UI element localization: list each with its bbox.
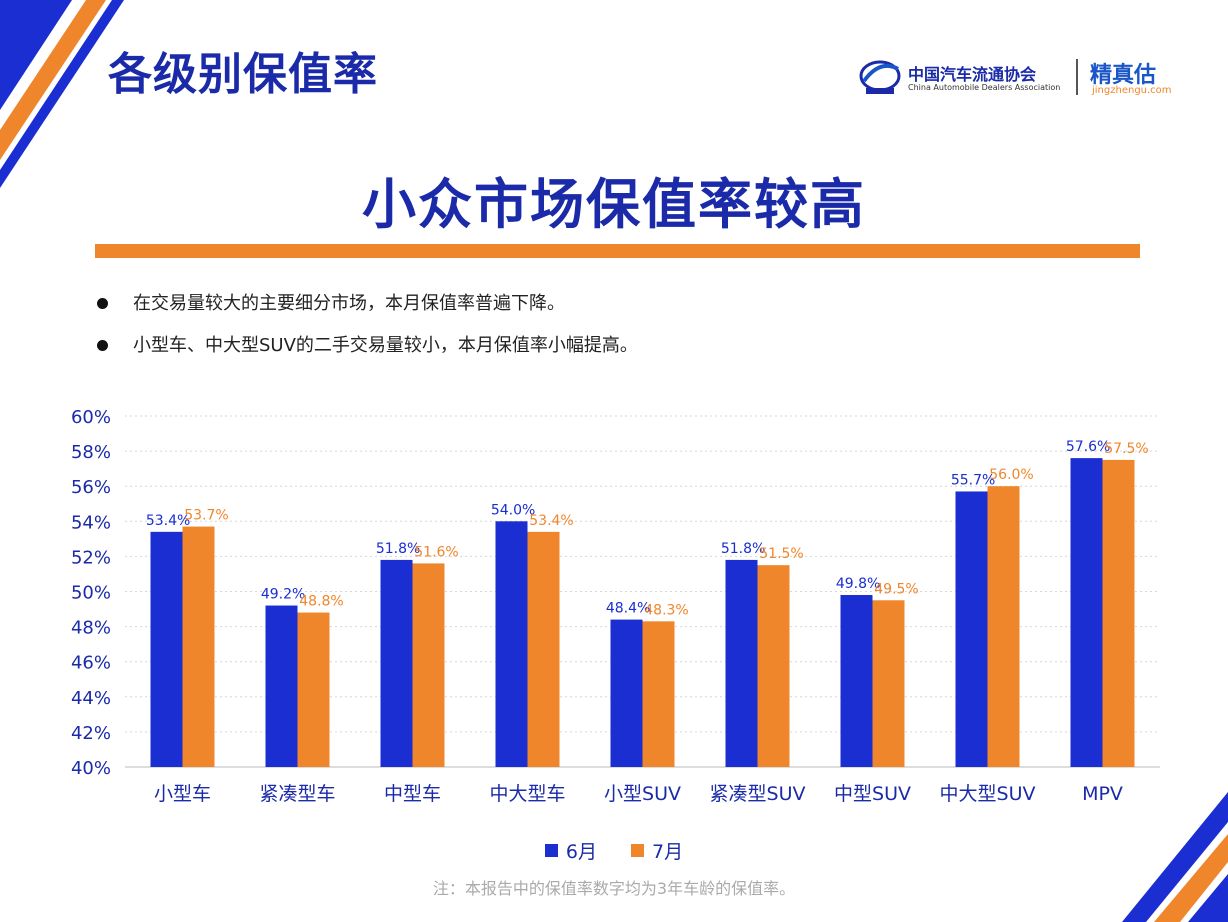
x-tick-label: 中型SUV	[834, 783, 911, 805]
data-label: 57.6%	[1066, 439, 1110, 455]
y-tick-label: 56%	[71, 477, 111, 498]
bar-june	[265, 605, 298, 767]
bar-july	[412, 563, 445, 767]
bar-july	[642, 621, 675, 767]
x-tick-label: 紧凑型车	[259, 783, 335, 805]
bullet-text: 小型车、中大型SUV的二手交易量较小，本月保值率小幅提高。	[133, 335, 638, 356]
legend-label-june: 6月	[565, 841, 597, 863]
bullet-dot-icon	[97, 340, 108, 351]
bullet-dot-icon	[97, 298, 108, 309]
corner-stripe-decoration	[0, 0, 124, 188]
x-tick-label: 中型车	[384, 783, 441, 805]
legend-swatch-june	[544, 844, 558, 857]
data-label: 51.5%	[759, 546, 803, 562]
data-label: 57.5%	[1104, 441, 1148, 457]
data-label: 51.8%	[721, 541, 765, 557]
data-label: 53.4%	[529, 513, 573, 529]
y-tick-label: 44%	[71, 688, 111, 709]
data-label: 48.3%	[644, 602, 688, 618]
header-logos: 中国汽车流通协会 China Automobile Dealers Associ…	[858, 55, 1188, 103]
org-name-en: China Automobile Dealers Association	[908, 83, 1061, 92]
bar-june	[610, 619, 643, 767]
bullet-text: 在交易量较大的主要细分市场，本月保值率普遍下降。	[133, 293, 565, 314]
x-tick-label: 中大型SUV	[940, 783, 1036, 805]
data-label: 53.7%	[184, 508, 228, 524]
cada-logo-icon	[859, 60, 901, 94]
y-tick-label: 50%	[71, 583, 111, 604]
y-tick-label: 42%	[71, 723, 111, 744]
bullet-item: 在交易量较大的主要细分市场，本月保值率普遍下降。	[95, 285, 638, 327]
bar-june	[380, 559, 413, 767]
x-tick-label: 小型车	[154, 783, 211, 805]
data-label: 55.7%	[951, 472, 995, 488]
bar-june	[495, 521, 528, 767]
brand-name: 精真估	[1090, 63, 1157, 88]
bar-july	[987, 486, 1020, 767]
headline: 小众市场保值率较高	[362, 173, 866, 236]
data-label: 54.0%	[491, 502, 535, 518]
bar-june	[840, 595, 873, 767]
bar-june	[150, 531, 183, 767]
org-name-cn: 中国汽车流通协会	[908, 65, 1037, 84]
bar-july	[182, 526, 215, 767]
data-label: 53.4%	[146, 513, 190, 529]
y-tick-label: 58%	[71, 442, 111, 463]
x-tick-label: 小型SUV	[604, 783, 681, 805]
x-tick-label: MPV	[1082, 783, 1123, 805]
legend-item-july: 7月	[631, 837, 683, 864]
bar-chart: 40%42%44%46%48%50%52%54%56%58%60%53.4%53…	[71, 407, 1160, 805]
data-label: 51.8%	[376, 541, 420, 557]
bar-july	[757, 565, 790, 767]
y-tick-label: 40%	[71, 758, 111, 779]
data-label: 49.8%	[836, 576, 880, 592]
y-tick-label: 60%	[71, 407, 111, 428]
x-tick-label: 中大型车	[489, 783, 565, 805]
logo-divider	[1076, 59, 1078, 95]
bar-june	[725, 559, 758, 767]
legend-label-july: 7月	[652, 841, 684, 863]
bullet-list: 在交易量较大的主要细分市场，本月保值率普遍下降。 小型车、中大型SUV的二手交易…	[95, 285, 638, 369]
orange-divider	[95, 244, 1140, 258]
data-label: 48.4%	[606, 601, 650, 617]
footnote: 注：本报告中的保值率数字均为3年车龄的保值率。	[432, 879, 796, 898]
legend-swatch-july	[631, 844, 645, 857]
y-tick-label: 54%	[71, 512, 111, 533]
data-label: 51.6%	[414, 544, 458, 560]
bullet-item: 小型车、中大型SUV的二手交易量较小，本月保值率小幅提高。	[95, 327, 638, 369]
y-tick-label: 48%	[71, 618, 111, 639]
brand-url: jingzhengu.com	[1092, 85, 1172, 96]
data-label: 48.8%	[299, 594, 343, 610]
bar-july	[527, 531, 560, 767]
data-label: 49.5%	[874, 581, 918, 597]
bar-july	[872, 600, 905, 767]
bar-june	[955, 491, 988, 767]
bar-july	[297, 612, 330, 767]
y-tick-label: 52%	[71, 547, 111, 568]
y-tick-label: 46%	[71, 653, 111, 674]
data-label: 49.2%	[261, 587, 305, 603]
data-label: 56.0%	[989, 467, 1033, 483]
page-title: 各级别保值率	[108, 49, 378, 100]
corner-stripe-decoration	[1122, 792, 1228, 922]
chart-legend: 6月 7月	[0, 837, 1228, 864]
bar-july	[1102, 459, 1135, 767]
legend-item-june: 6月	[544, 837, 597, 864]
x-tick-label: 紧凑型SUV	[710, 783, 806, 805]
bar-june	[1070, 458, 1103, 767]
